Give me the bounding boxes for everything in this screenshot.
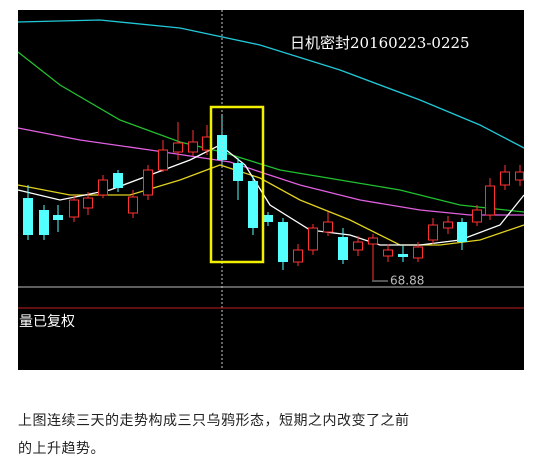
candle-body [23,198,33,235]
candle-body [353,241,363,251]
candle-body [398,254,408,257]
candle-body [233,163,243,181]
candle-body [143,169,153,196]
low-label: 68.88 [390,274,424,288]
candle-body [457,222,467,242]
candle-body [278,222,288,262]
candle-body [83,197,93,209]
highlight-box [209,105,265,264]
candle-body [39,210,49,235]
candles [23,115,524,280]
candle-body [98,179,108,196]
candle-body [472,209,482,223]
candle-body [128,196,138,214]
candle-body [383,249,393,257]
candle-body [443,221,453,229]
candle-body [413,246,423,259]
volume-label: 量已复权 [19,313,75,330]
candle-body [158,149,168,171]
chart-background [18,10,524,370]
candle-body [248,181,258,228]
ma-line [17,51,525,213]
chart-title: 日机密封20160223-0225 [290,34,470,52]
caption-line: 上图连续三天的走势构成三只乌鸦形态，短期之内改变了之前 [18,413,410,429]
ma-line [17,127,524,216]
candle-body [368,237,378,245]
ma-line [17,164,525,246]
caption-line: 的上升趋势。 [18,441,105,457]
candle-body [53,215,63,220]
ma-line [17,144,525,246]
candle-body [428,224,438,241]
candle-body [338,237,348,260]
candle-body [308,227,318,251]
ma-line [17,19,525,149]
candle-body [188,141,198,153]
candle-body [500,171,510,186]
candle-body [293,249,303,263]
candle-body [173,142,183,153]
candle-body [515,171,524,181]
candle-body [69,199,79,218]
candle-body [323,221,333,233]
moving-averages [17,19,525,246]
chart-image: 68.88 日机密封20160223-0225 量已复权 [17,10,525,370]
candle-body [263,215,273,222]
candle-body [485,185,495,216]
candle-body [113,173,123,188]
